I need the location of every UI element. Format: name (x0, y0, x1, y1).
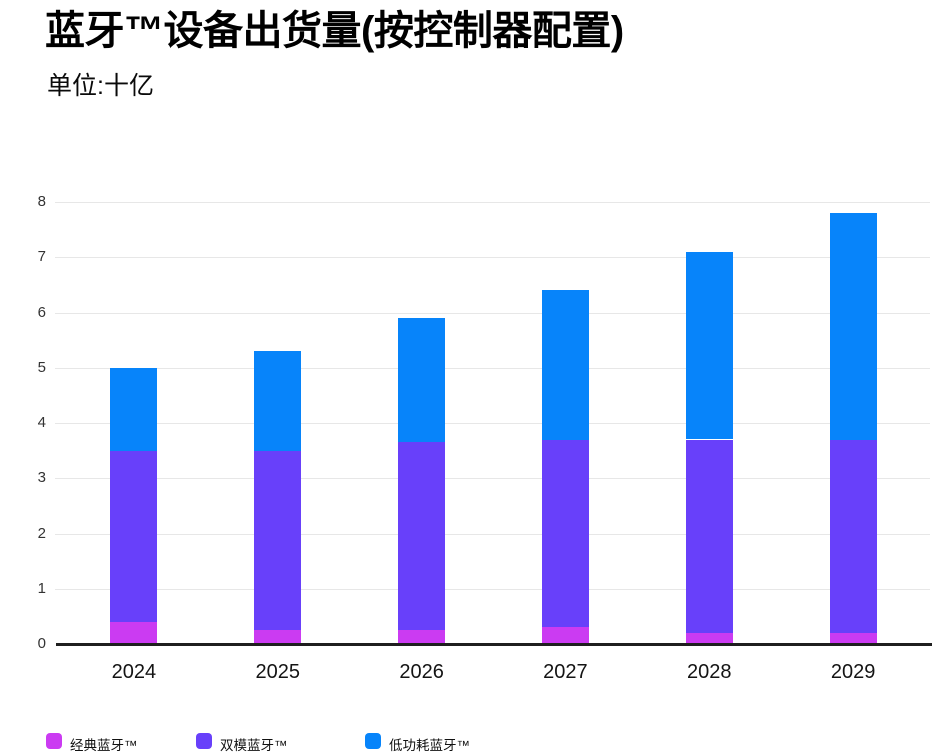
bar-segment-2025 (254, 630, 302, 644)
x-tick-label: 2024 (111, 661, 157, 683)
gridline (55, 478, 930, 480)
gridline (55, 367, 930, 369)
bar-segment-2026 (398, 442, 446, 631)
legend-swatch-icon (196, 733, 212, 749)
bar-segment-2027 (541, 627, 589, 644)
gridline (55, 202, 930, 203)
gridline (55, 533, 930, 535)
bar-segment-2027 (541, 439, 589, 628)
gridline (55, 423, 930, 424)
legend-item: 双模蓝牙™ (196, 733, 336, 753)
y-tick-label: 4 (37, 414, 46, 431)
bar-segment-2024 (110, 367, 158, 451)
y-tick-label: 5 (37, 358, 46, 376)
y-tick-label: 1 (37, 579, 46, 597)
gridline (55, 312, 930, 314)
y-tick-label: 7 (37, 248, 46, 266)
legend-label: 低功耗蓝牙™ (389, 738, 470, 753)
bar-segment-2029 (829, 213, 877, 440)
bar-segment-2024 (110, 621, 158, 644)
y-tick-label: 6 (37, 303, 46, 321)
gridline (55, 588, 930, 590)
x-tick-label: 2029 (830, 661, 876, 683)
x-tick-label: 2026 (399, 661, 444, 683)
legend-item: 低功耗蓝牙™ (365, 733, 505, 753)
bar-segment-2026 (398, 630, 446, 644)
bar-segment-2028 (685, 439, 733, 633)
legend-label: 双模蓝牙™ (220, 738, 288, 753)
bar-segment-2028 (685, 633, 733, 645)
x-tick-label: 2027 (543, 661, 588, 683)
chart-title: 蓝牙™设备出货量(按控制器配置) (45, 9, 624, 53)
x-axis-line (56, 643, 932, 646)
x-tick-label: 2025 (255, 661, 301, 683)
bar-segment-2025 (254, 351, 302, 451)
bar-segment-2024 (110, 450, 158, 622)
legend-swatch-icon (365, 733, 381, 749)
bar-segment-2028 (685, 251, 733, 440)
gridline (55, 257, 930, 259)
bar-segment-2027 (541, 290, 589, 440)
bar-segment-2026 (398, 318, 446, 443)
bar-segment-2025 (254, 450, 302, 631)
legend-item: 经典蓝牙™ (46, 733, 186, 753)
legend-label: 经典蓝牙™ (70, 738, 138, 753)
bar-segment-2029 (829, 633, 877, 645)
legend-swatch-icon (46, 733, 62, 749)
chart-subtitle: 单位:十亿 (47, 72, 154, 100)
y-tick-label: 8 (37, 193, 46, 210)
y-tick-label: 3 (37, 469, 46, 487)
y-tick-label: 0 (37, 635, 46, 652)
x-tick-label: 2028 (687, 661, 732, 683)
y-tick-label: 2 (37, 524, 46, 542)
bar-segment-2029 (829, 439, 877, 633)
